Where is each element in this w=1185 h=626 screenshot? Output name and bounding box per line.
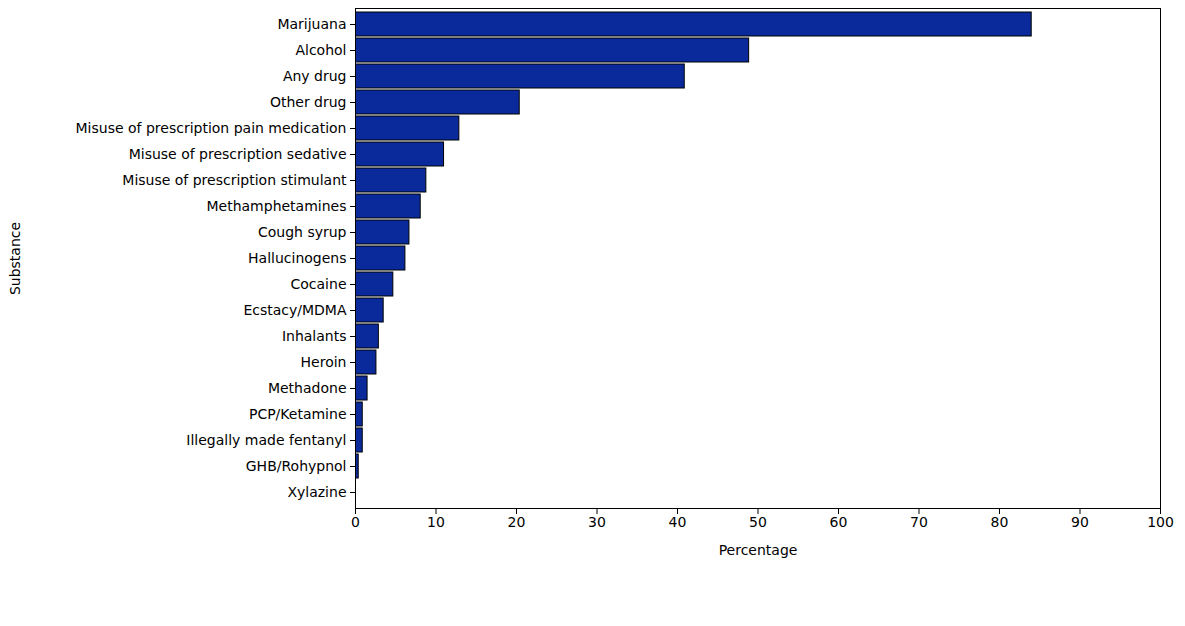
svg-text:90: 90: [1071, 514, 1089, 530]
svg-text:Cough syrup: Cough syrup: [258, 224, 347, 240]
svg-text:Other drug: Other drug: [270, 94, 347, 110]
svg-text:0: 0: [351, 514, 360, 530]
svg-text:Inhalants: Inhalants: [282, 328, 347, 344]
svg-text:Any drug: Any drug: [283, 68, 347, 84]
svg-text:Ecstacy/MDMA: Ecstacy/MDMA: [243, 302, 347, 318]
svg-text:50: 50: [749, 514, 767, 530]
svg-text:Xylazine: Xylazine: [287, 484, 346, 500]
svg-text:40: 40: [669, 514, 687, 530]
svg-text:Percentage: Percentage: [719, 542, 798, 558]
svg-text:Illegally made fentanyl: Illegally made fentanyl: [186, 432, 346, 448]
svg-text:Methadone: Methadone: [268, 380, 347, 396]
svg-text:PCP/Ketamine: PCP/Ketamine: [249, 406, 347, 422]
svg-text:Hallucinogens: Hallucinogens: [248, 250, 346, 266]
svg-text:80: 80: [991, 514, 1009, 530]
svg-text:70: 70: [910, 514, 928, 530]
svg-text:Alcohol: Alcohol: [295, 42, 346, 58]
svg-text:Misuse of prescription sedativ: Misuse of prescription sedative: [129, 146, 347, 162]
svg-text:Misuse of prescription pain me: Misuse of prescription pain medication: [76, 120, 347, 136]
svg-text:10: 10: [427, 514, 445, 530]
svg-text:100: 100: [1147, 514, 1174, 530]
svg-text:Cocaine: Cocaine: [291, 276, 347, 292]
svg-text:Marijuana: Marijuana: [277, 16, 346, 32]
svg-text:Methamphetamines: Methamphetamines: [206, 198, 346, 214]
svg-text:Substance: Substance: [7, 222, 23, 295]
svg-text:GHB/Rohypnol: GHB/Rohypnol: [246, 458, 347, 474]
svg-text:20: 20: [508, 514, 526, 530]
svg-text:Misuse of prescription stimula: Misuse of prescription stimulant: [122, 172, 347, 188]
svg-text:Heroin: Heroin: [301, 354, 347, 370]
svg-text:30: 30: [588, 514, 606, 530]
svg-text:60: 60: [830, 514, 848, 530]
